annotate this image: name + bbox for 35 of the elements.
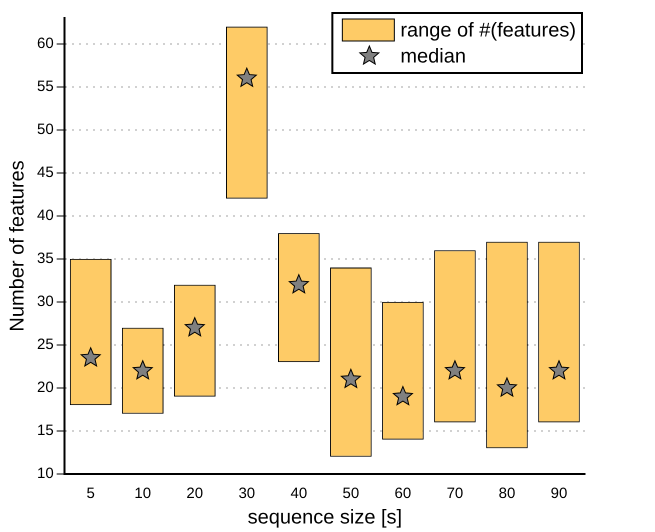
x-tick-label: 70 bbox=[446, 485, 464, 502]
y-tick-label: 45 bbox=[36, 164, 54, 182]
point bbox=[288, 274, 309, 294]
legend-label: range of #(features) bbox=[400, 20, 576, 42]
y-tick-label: 15 bbox=[36, 422, 54, 440]
x-tick-label: 80 bbox=[498, 485, 516, 502]
y-tick-label: 25 bbox=[36, 336, 54, 354]
point bbox=[132, 360, 153, 380]
y-tick-label: 40 bbox=[36, 207, 54, 224]
y-tick-label: 35 bbox=[36, 250, 54, 268]
y-axis-title: Number of features bbox=[6, 160, 29, 332]
point bbox=[392, 386, 413, 406]
y-tick-label: 20 bbox=[36, 379, 54, 396]
legend-label: median bbox=[400, 46, 466, 68]
x-tick-label: 10 bbox=[134, 485, 152, 502]
x-tick-label: 30 bbox=[238, 485, 256, 502]
point bbox=[444, 360, 465, 380]
point bbox=[548, 360, 569, 380]
x-tick-label: 20 bbox=[186, 485, 204, 502]
x-tick-label: 90 bbox=[550, 485, 568, 502]
x-tick-label: 50 bbox=[342, 485, 360, 502]
y-tick-label: 55 bbox=[36, 78, 54, 95]
point bbox=[184, 317, 205, 336]
x-tick-label: 60 bbox=[394, 485, 412, 502]
y-tick-label: 50 bbox=[36, 120, 54, 138]
x-tick-label: 5 bbox=[86, 485, 95, 502]
y-tick-label: 10 bbox=[36, 465, 54, 482]
point bbox=[496, 377, 517, 397]
point bbox=[236, 68, 257, 87]
y-tick-label: 60 bbox=[36, 34, 54, 52]
x-tick-label: 40 bbox=[290, 485, 308, 502]
x-axis-title: sequence size [s] bbox=[248, 506, 402, 529]
y-tick-label: 30 bbox=[36, 293, 54, 310]
point bbox=[80, 347, 101, 366]
point bbox=[340, 368, 361, 388]
